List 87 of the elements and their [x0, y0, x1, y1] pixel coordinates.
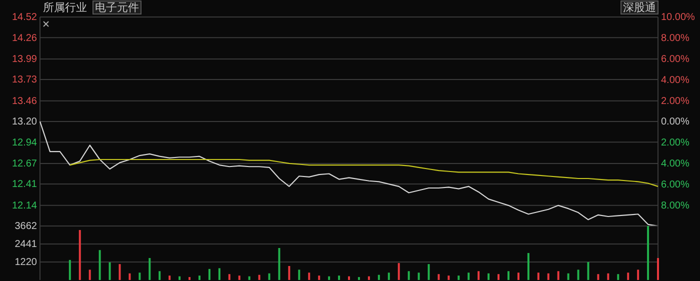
bar — [507, 271, 510, 280]
bar — [478, 271, 480, 280]
y2-tick-label: 2.00% — [661, 96, 690, 107]
bar — [587, 262, 590, 280]
bar — [468, 272, 470, 280]
bar — [308, 272, 310, 280]
bar — [438, 274, 440, 280]
bar — [148, 258, 151, 280]
y-tick-label: 13.46 — [12, 96, 38, 108]
bar — [537, 272, 540, 280]
bar — [577, 270, 580, 280]
y2-tick-label: 8.00% — [661, 33, 690, 44]
bar — [78, 230, 81, 280]
bar — [388, 272, 390, 280]
bar — [647, 226, 650, 280]
bar — [168, 276, 171, 280]
bar — [657, 258, 659, 280]
y-tick-label: 13.73 — [12, 74, 38, 86]
y-tick-label: 14.52 — [12, 12, 38, 24]
bar — [617, 274, 620, 280]
y-tick-label: 13.99 — [12, 54, 38, 66]
bar — [208, 268, 210, 280]
bar — [527, 253, 530, 280]
bar — [627, 272, 630, 280]
bar — [318, 276, 320, 280]
y2-tick-label: 0.00% — [661, 116, 690, 128]
chart-subtitle: 电子元件 — [95, 1, 139, 14]
bar — [128, 273, 131, 280]
y-tick-label: 2441 — [14, 239, 38, 250]
bar — [368, 276, 370, 280]
bar — [268, 273, 270, 280]
bar — [248, 276, 250, 280]
bar — [218, 268, 220, 280]
y-tick-label: 1220 — [14, 257, 38, 268]
bar — [498, 274, 500, 280]
chart-title: 所属行业 — [43, 1, 87, 14]
y2-tick-label: 4.00% — [661, 74, 690, 86]
bar — [138, 272, 141, 280]
bar — [448, 276, 450, 280]
bar — [607, 273, 610, 280]
bar — [258, 274, 260, 280]
y-tick-label: 12.41 — [12, 179, 38, 190]
bar — [228, 274, 230, 280]
y2-tick-label: 10.00% — [661, 12, 696, 24]
bar — [188, 277, 191, 280]
bar — [378, 274, 380, 280]
bar — [288, 266, 290, 280]
bar — [358, 277, 360, 280]
bar — [238, 276, 240, 280]
y-tick-label: 13.20 — [12, 116, 38, 128]
y-tick-label: 14.26 — [12, 32, 38, 44]
bar — [88, 270, 91, 280]
bar — [178, 276, 181, 280]
y-tick-label: 12.14 — [12, 200, 38, 212]
bar — [547, 273, 550, 280]
bar — [398, 263, 400, 280]
bar — [488, 273, 490, 280]
bar — [458, 276, 460, 280]
bar — [278, 248, 280, 280]
y-tick-label: 3662 — [14, 221, 38, 232]
bar — [298, 270, 300, 280]
line-series — [69, 158, 659, 187]
y-tick-label: 12.67 — [12, 158, 38, 170]
y2-tick-label: 2.00% — [661, 138, 690, 149]
bar — [108, 262, 111, 280]
bar — [328, 276, 330, 280]
bar — [567, 273, 570, 280]
bar — [68, 260, 71, 280]
bar — [118, 264, 121, 280]
bar — [418, 272, 420, 280]
bar — [517, 272, 520, 280]
text: 深股通 — [623, 1, 656, 14]
y-tick-label: 12.94 — [12, 137, 38, 148]
bar — [557, 271, 560, 280]
bar — [428, 264, 430, 280]
y2-tick-label: 4.00% — [661, 158, 690, 170]
bar — [98, 250, 101, 280]
bar — [637, 270, 640, 280]
y2-tick-label: 6.00% — [661, 179, 690, 190]
bar — [597, 274, 600, 280]
bar — [158, 271, 161, 280]
bar — [408, 271, 410, 280]
bar — [198, 276, 200, 280]
y2-tick-label: 6.00% — [661, 54, 690, 65]
bar — [338, 276, 340, 280]
bar — [348, 276, 350, 280]
y2-tick-label: 8.00% — [661, 200, 690, 212]
